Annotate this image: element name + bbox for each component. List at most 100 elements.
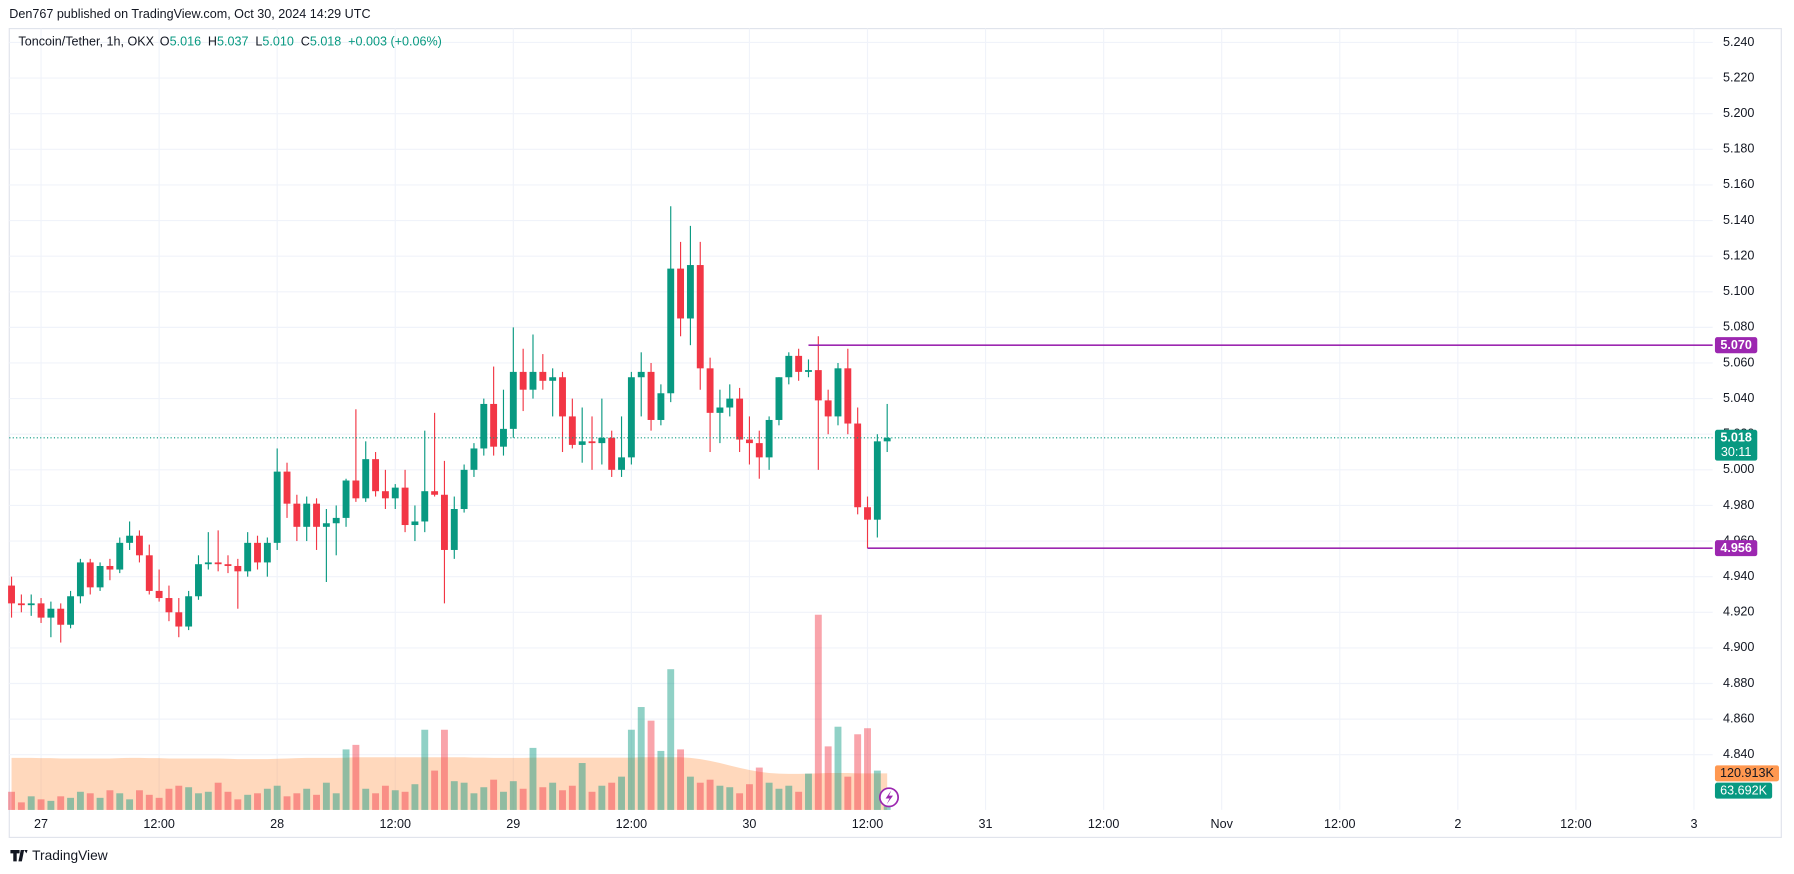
volume-ma-label: 120.913K <box>1720 766 1774 780</box>
volume-bar <box>765 782 773 810</box>
grid <box>9 28 1713 810</box>
volume-bar <box>618 776 625 810</box>
volume-bar <box>696 782 704 810</box>
volume-bar <box>86 793 94 810</box>
volume-bar <box>716 785 724 810</box>
volume-bar <box>224 791 232 810</box>
candle-body <box>864 507 871 520</box>
candle-body <box>736 398 744 440</box>
candle-body <box>578 441 586 445</box>
volume-bar <box>500 791 507 810</box>
candle-body <box>57 608 65 625</box>
candle-body <box>696 265 704 369</box>
candle-body <box>401 487 409 526</box>
y-tick-label: 5.160 <box>1723 177 1754 191</box>
volume-bar <box>283 796 291 810</box>
volume-bar <box>637 707 645 810</box>
volume-bar <box>460 782 468 810</box>
candle-body <box>195 564 202 597</box>
candle-body <box>67 596 75 625</box>
x-tick-label: 12:00 <box>1560 817 1591 831</box>
volume-bar <box>185 787 193 810</box>
candle-body <box>165 598 173 613</box>
volume-bar <box>273 785 281 810</box>
candles <box>8 206 891 643</box>
volume-bar <box>96 797 104 810</box>
volume-bar <box>490 779 498 810</box>
volume-bar <box>677 749 685 810</box>
candle-body <box>490 403 498 447</box>
volume-bar <box>627 729 635 810</box>
candle-body <box>726 398 734 408</box>
volume-bar <box>745 784 753 810</box>
candle-body <box>706 368 714 413</box>
candle-body <box>244 542 252 572</box>
candle-body <box>185 596 193 627</box>
volume-bar <box>814 614 822 810</box>
y-tick-label: 5.040 <box>1723 391 1754 405</box>
volume-bar <box>155 797 163 810</box>
candle-body <box>765 419 773 458</box>
candle-body <box>844 368 852 424</box>
volume-bar <box>244 794 252 810</box>
candle-body <box>529 371 537 390</box>
y-tick-label: 4.840 <box>1723 747 1754 761</box>
last-price-label: 5.018 <box>1720 431 1751 445</box>
candle-body <box>745 439 753 444</box>
legend-key: O <box>160 35 170 49</box>
candle-body <box>785 355 793 378</box>
candle-body <box>204 562 212 565</box>
x-tick-label: 28 <box>270 817 284 831</box>
overlay <box>9 344 1713 550</box>
candle-body <box>86 562 94 588</box>
y-tick-label: 5.000 <box>1723 462 1754 476</box>
volume-bar <box>214 782 222 810</box>
candle-body <box>716 407 724 413</box>
footer-text: TradingView <box>32 848 108 863</box>
volume-bar <box>27 796 35 810</box>
volume-bar <box>608 782 616 810</box>
volume-bar <box>834 726 842 810</box>
volume-bar <box>76 791 84 810</box>
candle-body <box>106 565 114 570</box>
x-tick-label: 2 <box>1454 817 1461 831</box>
volume-bar <box>204 791 212 810</box>
candle-body <box>450 509 458 550</box>
candle-body <box>126 535 134 543</box>
volume-bar <box>736 793 744 810</box>
y-tick-label: 5.240 <box>1723 35 1754 49</box>
volume-badge <box>1714 782 1773 799</box>
candle-body <box>775 377 783 420</box>
volume-bar <box>47 800 55 810</box>
candle-body <box>598 437 606 444</box>
candle-body <box>145 555 153 591</box>
candle-body <box>509 371 517 429</box>
candle-body <box>549 377 557 381</box>
volume-bar <box>480 787 488 810</box>
y-tick-label: 4.980 <box>1723 498 1754 512</box>
candle-body <box>883 437 891 442</box>
volume-bar <box>431 770 439 810</box>
candle-body <box>686 265 694 319</box>
volume-bar <box>519 788 527 810</box>
candle-body <box>814 370 822 401</box>
y-tick-label: 5.080 <box>1723 320 1754 334</box>
candle-body <box>755 443 763 458</box>
candle-body <box>568 416 576 445</box>
candle-body <box>440 494 448 550</box>
volume-bar <box>293 793 301 810</box>
volume-bar <box>588 791 596 810</box>
x-tick-label: 31 <box>979 817 993 831</box>
x-tick-label: 12:00 <box>616 817 647 831</box>
volume-bar <box>126 799 134 810</box>
volume-bar <box>411 784 419 810</box>
volume-bar <box>785 785 793 810</box>
volume-bar <box>854 734 862 810</box>
volume-bar <box>805 773 812 810</box>
candle-body <box>283 471 291 504</box>
volume-bar <box>706 779 714 810</box>
y-tick-label: 4.860 <box>1723 711 1754 725</box>
volume-bar <box>844 776 852 810</box>
